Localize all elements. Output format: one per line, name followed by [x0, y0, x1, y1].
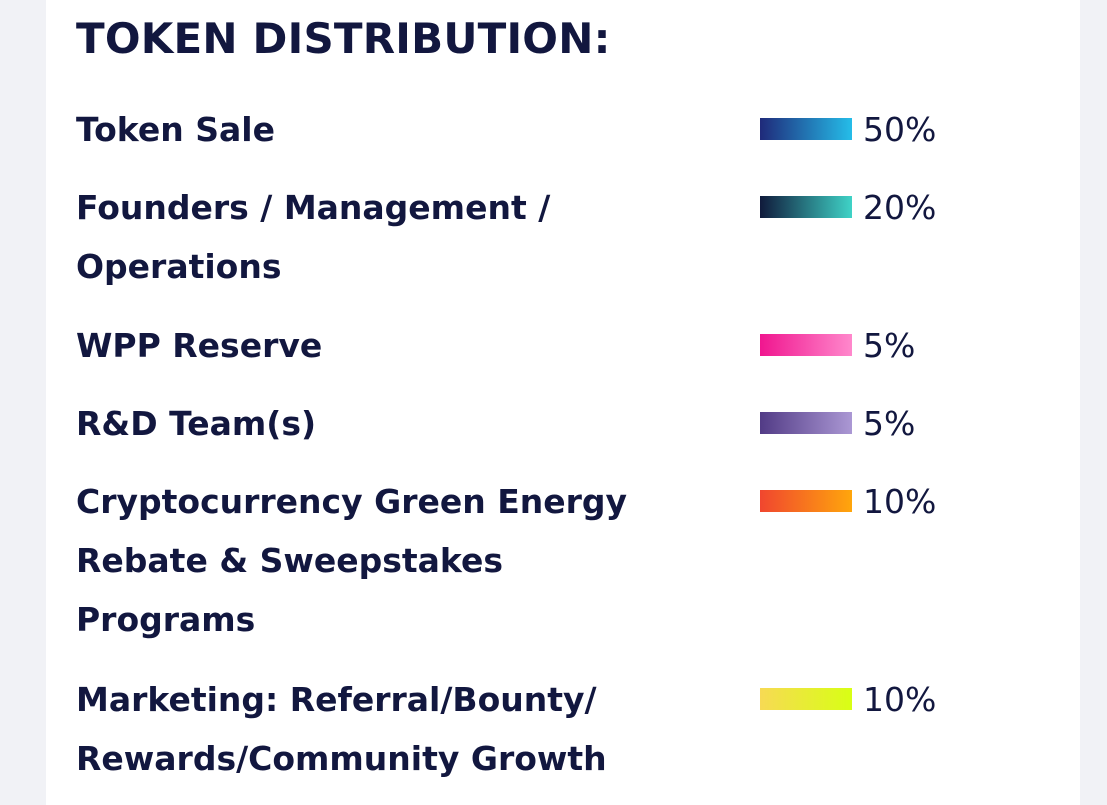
percentage-value: 50%: [863, 110, 937, 149]
row-label: Cryptocurrency Green Energy Rebate & Swe…: [76, 472, 676, 649]
row-label: WPP Reserve: [76, 316, 676, 375]
percentage-value: 5%: [863, 326, 916, 365]
percentage-bar: [760, 688, 852, 710]
percentage-value: 20%: [863, 188, 937, 227]
percentage-value: 10%: [863, 680, 937, 719]
percentage-bar: [760, 118, 852, 140]
percentage-value: 5%: [863, 404, 916, 443]
row-label-line: Marketing: Referral/Bounty/: [76, 680, 597, 719]
row-label-line: Rebate & Sweepstakes: [76, 541, 504, 580]
row-label: R&D Team(s): [76, 394, 676, 453]
row-label-line: Founders / Management /: [76, 188, 551, 227]
row-label-line: Token Sale: [76, 110, 275, 149]
page-title: TOKEN DISTRIBUTION:: [76, 14, 611, 63]
percentage-bar: [760, 412, 852, 434]
token-distribution-card: TOKEN DISTRIBUTION: Token Sale 50% Found…: [46, 0, 1080, 805]
percentage-bar: [760, 334, 852, 356]
row-label: Token Sale: [76, 100, 676, 159]
percentage-bar: [760, 196, 852, 218]
row-label-line: WPP Reserve: [76, 326, 323, 365]
row-label-line: Cryptocurrency Green Energy: [76, 482, 628, 521]
row-label-line: Rewards/Community Growth: [76, 739, 607, 778]
row-label: Founders / Management / Operations: [76, 178, 676, 296]
row-label-line: R&D Team(s): [76, 404, 317, 443]
percentage-bar: [760, 490, 852, 512]
percentage-value: 10%: [863, 482, 937, 521]
row-label-line: Programs: [76, 600, 256, 639]
row-label: Marketing: Referral/Bounty/ Rewards/Comm…: [76, 670, 676, 788]
row-label-line: Operations: [76, 247, 282, 286]
